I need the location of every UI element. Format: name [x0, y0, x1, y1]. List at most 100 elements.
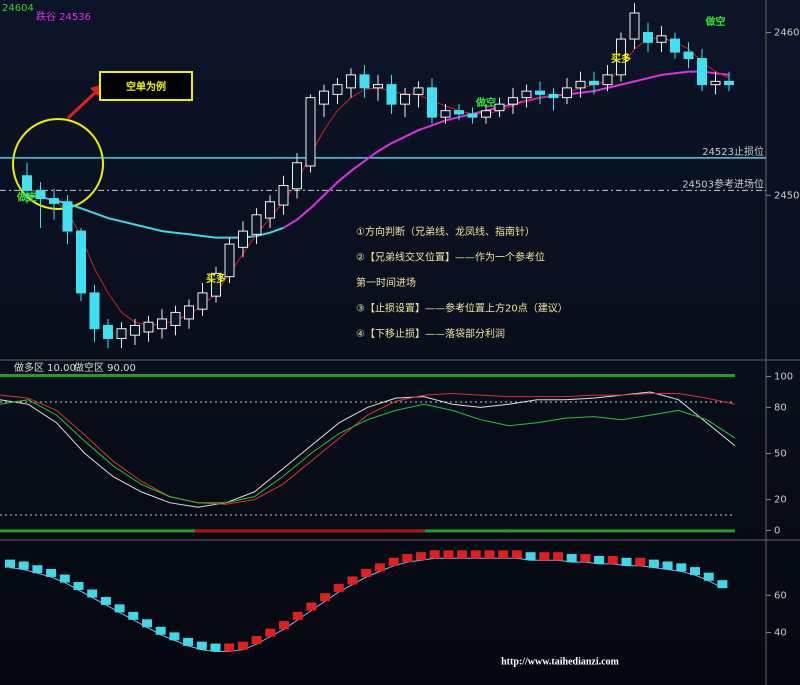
oscillator-line — [0, 399, 736, 504]
trend-box — [32, 565, 43, 574]
trend-box — [73, 582, 84, 591]
note: ③【止损设置】——参考位置上方20点（建议） — [356, 302, 568, 315]
trend-box — [306, 602, 317, 611]
y-tick-label: 50 — [774, 449, 787, 460]
trend-box — [59, 574, 70, 583]
trend-box — [676, 563, 687, 572]
trend-box — [416, 552, 426, 561]
trend-box — [333, 583, 344, 592]
level-value: 24523 — [702, 147, 734, 158]
zone-label: 做空区 90.00 — [74, 361, 136, 374]
trend-box — [429, 550, 440, 559]
candle-body — [521, 90, 532, 99]
trend-box — [539, 552, 550, 561]
candle-body — [170, 311, 181, 326]
level-value: 24503 — [682, 179, 714, 190]
candle-body — [386, 84, 397, 105]
ma-line — [282, 70, 730, 229]
trend-box — [525, 552, 536, 561]
oscillator-line — [0, 392, 736, 505]
trend-box — [648, 559, 659, 568]
trend-box — [484, 550, 495, 559]
candle-body — [346, 74, 356, 89]
signal-label: 买多 — [206, 272, 226, 285]
y-tick-label: 100 — [774, 372, 793, 383]
low-label: 跌谷 24536 — [36, 10, 91, 23]
candle-body — [251, 214, 262, 235]
trend-box — [142, 619, 152, 628]
trend-box — [607, 555, 618, 564]
y-tick-label: 40 — [774, 628, 787, 639]
trend-box — [690, 567, 700, 576]
trend-box — [46, 568, 57, 577]
candle-body — [400, 93, 410, 105]
y-tick-label: 60 — [774, 590, 787, 601]
trend-box — [5, 559, 15, 568]
candle-body — [292, 162, 302, 190]
zone-bar — [0, 374, 735, 377]
y-tick-label: 24600 — [774, 28, 800, 39]
trend-box — [279, 621, 289, 630]
candle-body — [265, 201, 275, 219]
trend-box — [388, 557, 399, 566]
signal-label: 做空 — [475, 96, 496, 109]
candle-body — [319, 90, 329, 105]
trend-box — [128, 611, 139, 620]
candle-body — [481, 110, 491, 118]
candle-body — [49, 198, 59, 204]
y-tick-label: 20 — [774, 495, 787, 506]
trend-box — [210, 643, 221, 652]
trend-box — [18, 561, 29, 570]
candle-body — [629, 12, 640, 40]
trend-box — [470, 550, 481, 559]
signal-label: 做空 — [16, 191, 37, 204]
candle-body — [589, 80, 599, 86]
candle-body — [76, 230, 86, 294]
trend-box — [374, 563, 385, 572]
trend-box — [361, 568, 372, 577]
trend-box — [347, 576, 358, 585]
zone-label: 做多区 10.00 — [14, 361, 76, 374]
candle-body — [535, 90, 545, 95]
trend-box — [457, 550, 468, 559]
candle-body — [35, 189, 46, 200]
candle-body — [224, 243, 235, 278]
trend-box — [594, 555, 605, 564]
trend-box — [100, 596, 111, 605]
candle-body — [359, 74, 370, 89]
candle-body — [143, 321, 154, 333]
candle-body — [724, 80, 734, 86]
candle-body — [710, 80, 721, 86]
candle-body — [670, 38, 680, 53]
candle-body — [440, 110, 451, 118]
oscillator-line — [0, 391, 736, 508]
candle-body — [508, 97, 518, 105]
level-name: 止损位 — [734, 145, 764, 158]
note: ④【下移止损】——落袋部分利润 — [356, 327, 505, 340]
trend-box — [114, 604, 125, 613]
candle-body — [427, 87, 437, 118]
highlight-circle — [12, 118, 104, 210]
trend-box — [155, 626, 166, 635]
signal-label: 买多 — [611, 52, 631, 65]
candle-body — [211, 272, 221, 297]
trend-box — [553, 552, 563, 561]
trend-box — [703, 572, 714, 581]
y-tick-label: 80 — [774, 402, 787, 413]
level-label: 24523止损位 — [702, 145, 764, 158]
level-label: 24503参考进场位 — [682, 177, 764, 190]
candle-body — [238, 230, 248, 248]
candle-body — [305, 97, 316, 167]
candle-body — [643, 32, 653, 43]
trend-box — [580, 554, 591, 563]
candle-body — [130, 324, 140, 336]
candle-body — [494, 103, 505, 112]
trend-box — [265, 628, 276, 637]
candle-body — [683, 51, 694, 60]
y-tick-label: 24500 — [774, 190, 800, 201]
candle-body — [184, 305, 194, 320]
candle-body — [103, 324, 113, 339]
trend-box — [251, 636, 262, 645]
trend-box — [717, 580, 728, 589]
